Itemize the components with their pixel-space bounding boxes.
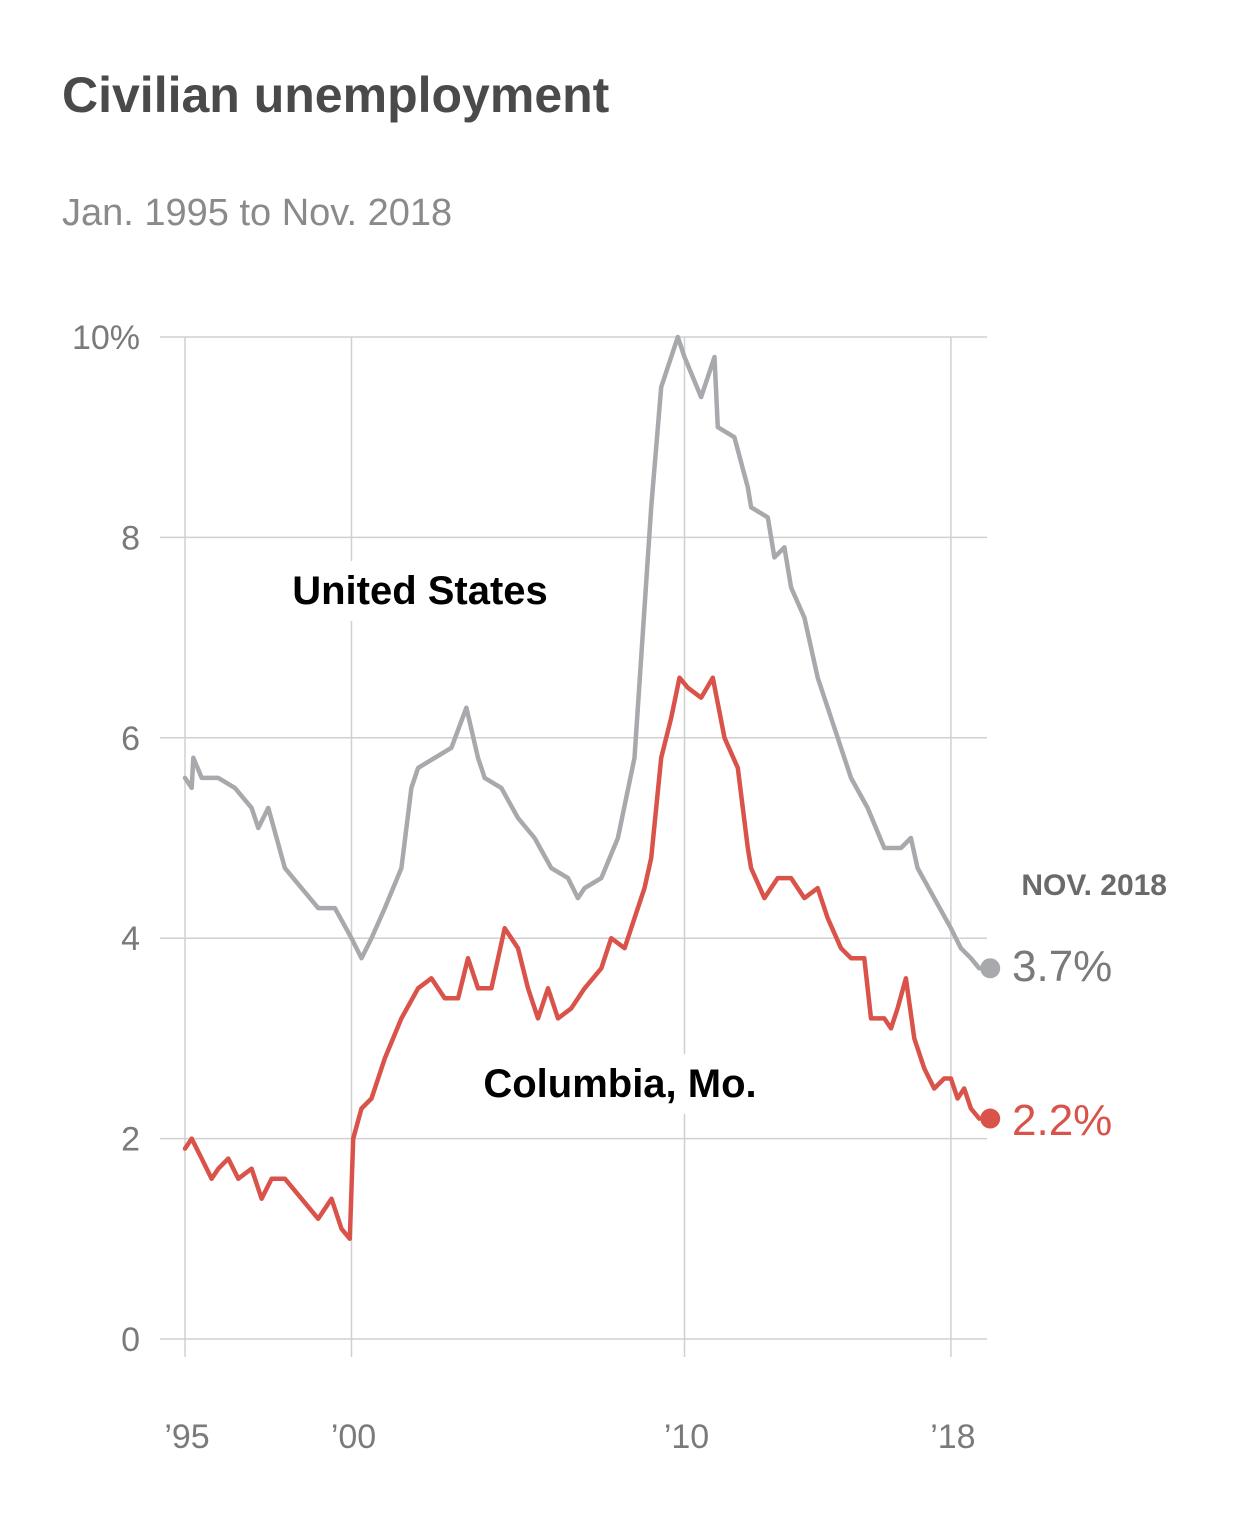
series-line-columbia xyxy=(182,675,982,1242)
y-tick-label-1: 2 xyxy=(121,1121,140,1159)
y-tick-label-2: 4 xyxy=(121,920,140,958)
label-knockout-columbia xyxy=(471,1054,769,1114)
endpoint-value-columbia: 2.2% xyxy=(1012,1096,1112,1145)
endpoint-dot-us xyxy=(980,958,1001,979)
x-tick-label-2: ’10 xyxy=(664,1418,709,1456)
y-tick-label-3: 6 xyxy=(121,720,140,758)
vertical-gridlines xyxy=(184,337,952,1357)
x-tick-label-1: ’00 xyxy=(331,1418,376,1456)
endpoint-value-us: 3.7% xyxy=(1012,942,1112,991)
series-lines xyxy=(182,334,982,1242)
series-label-columbia: Columbia, Mo. xyxy=(483,1062,756,1106)
series-line-us xyxy=(182,334,982,971)
series-labels: United States Columbia, Mo. xyxy=(280,561,769,1114)
chart-title: Civilian unemployment xyxy=(62,67,610,123)
x-tick-label-3: ’18 xyxy=(930,1418,975,1456)
series-label-united-states: United States xyxy=(292,569,548,613)
endpoint-header: NOV. 2018 xyxy=(1021,869,1167,902)
endpoint-dot-columbia xyxy=(980,1108,1001,1129)
chart-subtitle: Jan. 1995 to Nov. 2018 xyxy=(62,192,453,234)
horizontal-gridlines xyxy=(160,336,987,1340)
x-tick-label-0: ’95 xyxy=(164,1418,209,1456)
y-axis-tick-labels: 0 2 4 6 8 10% xyxy=(72,319,140,1359)
series-endpoints: NOV. 2018 3.7% 2.2% xyxy=(980,869,1167,1145)
label-knockout-us xyxy=(280,561,560,621)
y-tick-label-0: 0 xyxy=(121,1321,140,1359)
x-axis-tick-labels: ’95 ’00 ’10 ’18 xyxy=(164,1418,975,1456)
y-tick-label-4: 8 xyxy=(121,519,140,557)
y-tick-label-5: 10% xyxy=(72,319,140,357)
